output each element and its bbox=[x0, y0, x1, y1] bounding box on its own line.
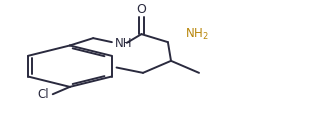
Text: NH: NH bbox=[115, 37, 133, 50]
Text: O: O bbox=[137, 3, 146, 16]
Text: NH$_2$: NH$_2$ bbox=[185, 27, 209, 42]
Text: Cl: Cl bbox=[37, 88, 49, 101]
